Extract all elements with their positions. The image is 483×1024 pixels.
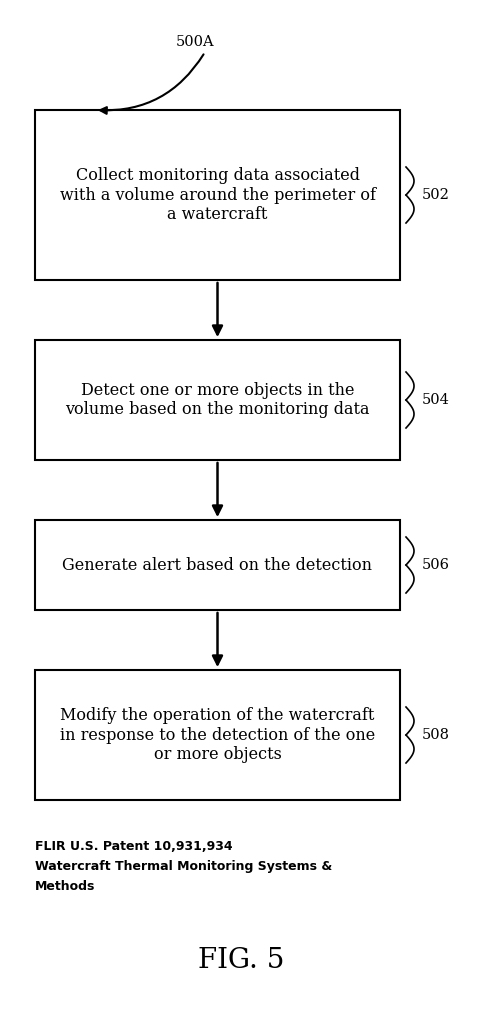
- Bar: [35, 340, 400, 460]
- Text: 508: 508: [422, 728, 450, 742]
- Text: 502: 502: [422, 188, 450, 202]
- Text: Generate alert based on the detection: Generate alert based on the detection: [62, 556, 372, 573]
- Bar: [35, 670, 400, 800]
- Text: 506: 506: [422, 558, 450, 572]
- Text: 504: 504: [422, 393, 450, 407]
- Text: Collect monitoring data associated
with a volume around the perimeter of
a water: Collect monitoring data associated with …: [59, 167, 375, 223]
- Text: Methods: Methods: [35, 880, 95, 893]
- Text: Modify the operation of the watercraft
in response to the detection of the one
o: Modify the operation of the watercraft i…: [60, 707, 375, 763]
- Bar: [35, 110, 400, 280]
- Text: FIG. 5: FIG. 5: [199, 946, 284, 974]
- Text: Detect one or more objects in the
volume based on the monitoring data: Detect one or more objects in the volume…: [65, 382, 370, 418]
- Bar: [35, 520, 400, 610]
- FancyArrowPatch shape: [100, 54, 203, 114]
- Text: 500A: 500A: [176, 35, 214, 49]
- Text: Watercraft Thermal Monitoring Systems &: Watercraft Thermal Monitoring Systems &: [35, 860, 332, 873]
- Text: FLIR U.S. Patent 10,931,934: FLIR U.S. Patent 10,931,934: [35, 840, 233, 853]
